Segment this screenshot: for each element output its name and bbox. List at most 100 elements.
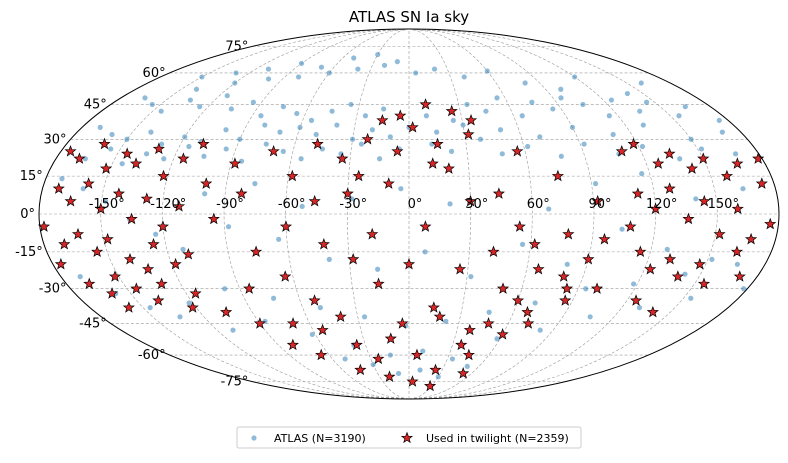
atlas-point — [740, 186, 746, 192]
twilight-point — [94, 202, 107, 215]
atlas-point — [423, 113, 430, 119]
atlas-point — [361, 314, 368, 320]
atlas-point — [592, 181, 599, 187]
atlas-point — [387, 352, 393, 358]
twilight-point — [453, 262, 467, 275]
twilight-point — [156, 220, 170, 232]
atlas-point — [177, 314, 183, 320]
atlas-point — [102, 198, 109, 204]
twilight-point — [123, 252, 137, 265]
atlas-point — [202, 191, 208, 197]
twilight-point — [410, 348, 424, 361]
lon-tick-label: 0° — [408, 197, 423, 212]
twilight-point — [186, 301, 199, 313]
atlas-point — [519, 241, 526, 247]
twilight-point — [286, 338, 299, 351]
twilight-point — [352, 169, 365, 182]
twilight-point — [316, 323, 329, 336]
atlas-point — [319, 146, 326, 152]
atlas-point — [222, 286, 228, 292]
twilight-point — [177, 152, 190, 164]
twilight-point — [559, 294, 572, 306]
atlas-point — [351, 55, 357, 61]
lat-tick-label: 45° — [84, 98, 107, 113]
atlas-point — [225, 224, 232, 230]
atlas-point — [182, 134, 188, 140]
twilight-point — [279, 270, 292, 282]
twilight-point — [557, 270, 570, 282]
atlas-point — [546, 206, 552, 212]
twilight-point — [308, 294, 321, 306]
atlas-point — [630, 281, 637, 287]
twilight-point — [207, 212, 220, 225]
atlas-point — [308, 117, 315, 123]
atlas-point — [422, 249, 428, 255]
twilight-point — [419, 220, 432, 232]
twilight-point — [522, 317, 535, 329]
twilight-point — [82, 177, 95, 189]
atlas-point — [447, 201, 453, 207]
twilight-point — [200, 177, 213, 189]
atlas-point — [276, 236, 282, 242]
atlas-point — [569, 124, 576, 130]
twilight-point — [189, 287, 202, 299]
atlas-point — [186, 143, 192, 150]
atlas-point — [558, 86, 564, 92]
atlas-point — [519, 113, 525, 119]
atlas-point — [262, 122, 268, 128]
twilight-point — [731, 157, 744, 169]
twilight-point — [582, 252, 595, 265]
atlas-point — [342, 356, 348, 362]
twilight-point — [590, 282, 604, 294]
sky-boundary — [38, 28, 780, 400]
tick-labels: -150° -120° -90° -60° -30° 0° 30° 60° 90° 120° 150… — [15, 39, 739, 389]
twilight-point — [142, 262, 155, 275]
atlas-point — [417, 367, 423, 373]
twilight-point — [366, 227, 379, 240]
lon-tick-label: 150° — [708, 197, 739, 212]
lon-tick-label: 120° — [646, 197, 677, 212]
twilight-point — [286, 169, 299, 182]
lon-tick-label: -120° — [150, 197, 186, 212]
atlas-point — [313, 131, 319, 138]
twilight-point — [64, 144, 77, 157]
twilight-point — [427, 301, 440, 313]
lon-tick-label: -90° — [216, 197, 244, 212]
twilight-point — [253, 317, 266, 329]
atlas-point — [124, 136, 130, 142]
atlas-point — [142, 95, 148, 101]
atlas-point — [460, 122, 466, 128]
atlas-point — [682, 104, 688, 110]
atlas-point — [193, 86, 200, 92]
atlas-point — [558, 153, 564, 159]
twilight-point — [286, 317, 300, 329]
atlas-point — [483, 108, 489, 114]
twilight-point — [130, 282, 143, 294]
atlas-point — [270, 295, 277, 301]
atlas-point — [464, 363, 470, 369]
twilight-point — [228, 157, 242, 169]
atlas-point — [317, 305, 323, 311]
twilight-point — [442, 162, 455, 174]
atlas-point — [477, 136, 484, 142]
atlas-point — [688, 295, 694, 301]
twilight-point — [372, 352, 385, 365]
atlas-point — [580, 101, 586, 108]
twilight-point — [429, 363, 442, 376]
twilight-point — [243, 282, 256, 294]
atlas-point — [233, 70, 239, 76]
twilight-point — [511, 294, 525, 306]
twilight-point — [91, 245, 104, 258]
twilight-point — [492, 187, 505, 199]
twilight-point — [384, 332, 397, 344]
twilight-point — [615, 144, 628, 157]
atlas-point — [381, 106, 387, 112]
twilight-point — [496, 282, 510, 294]
twilight-point — [152, 142, 165, 155]
atlas-point — [161, 156, 167, 162]
twilight-point — [317, 237, 330, 250]
twilight-point — [336, 152, 349, 164]
atlas-point — [572, 74, 578, 80]
